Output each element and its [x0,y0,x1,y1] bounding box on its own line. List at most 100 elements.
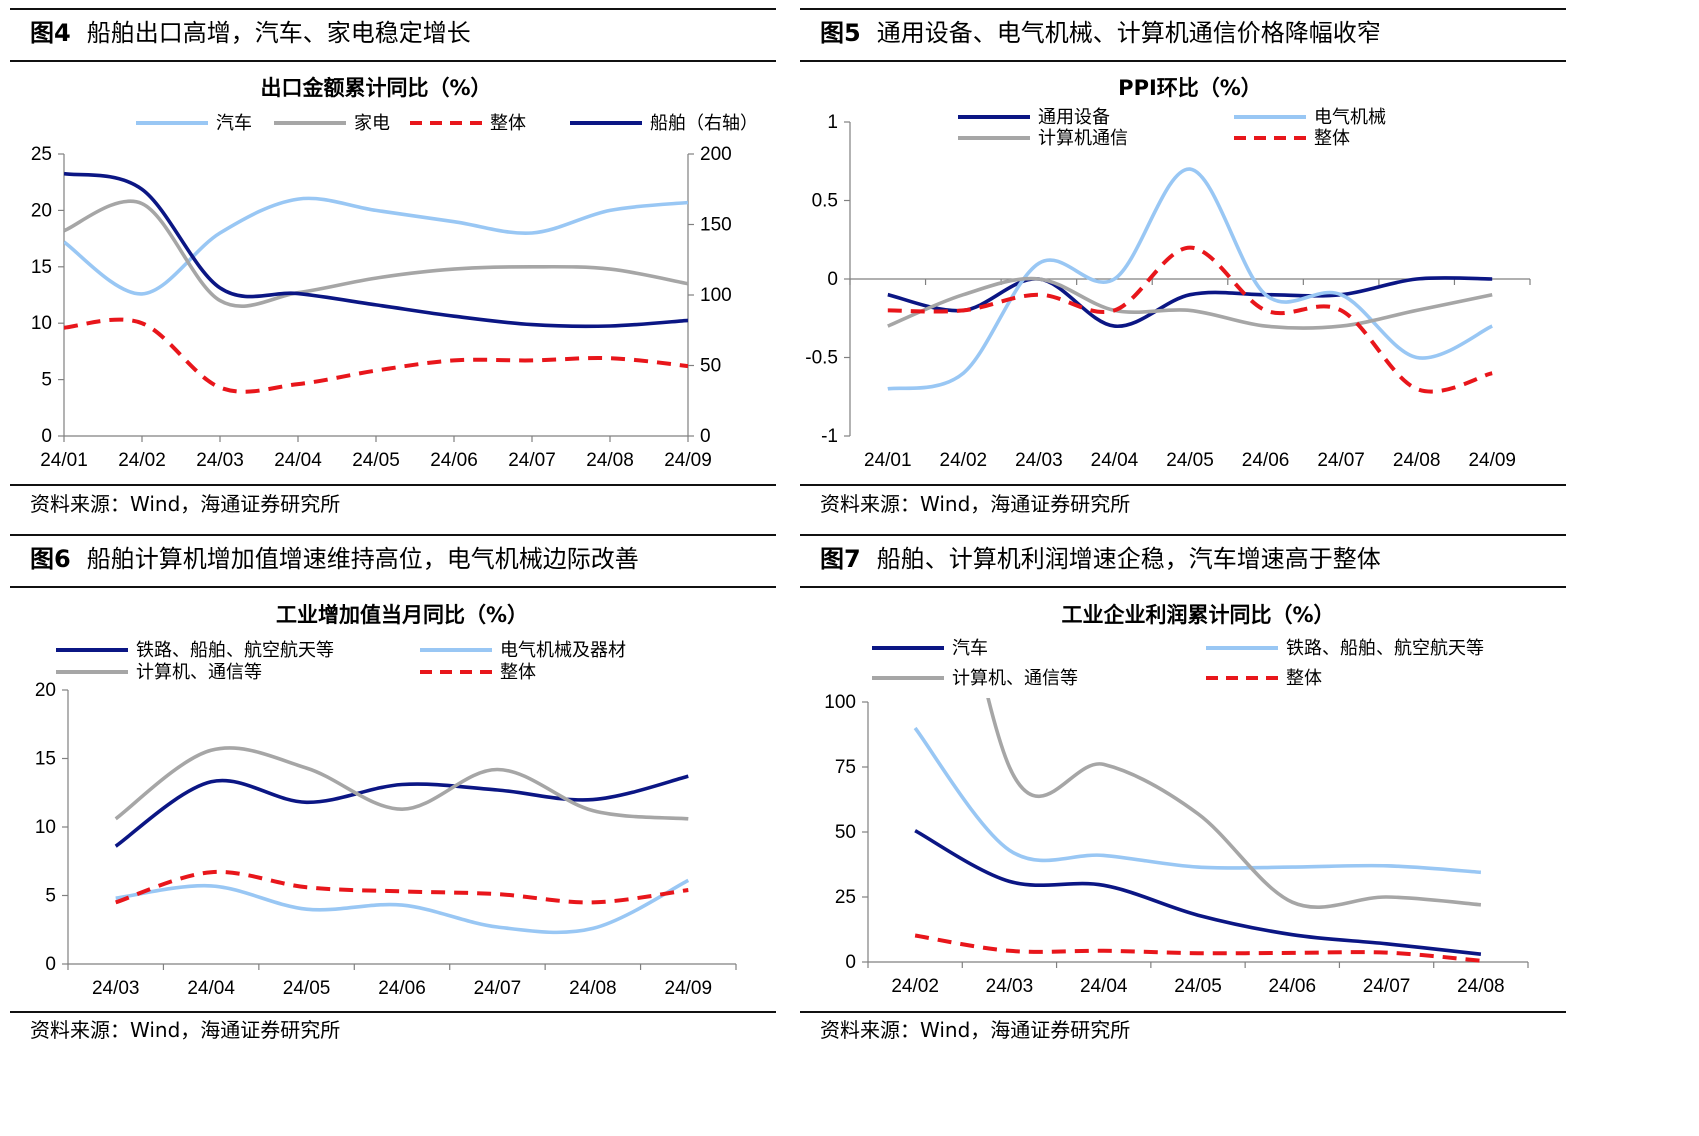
legend-item: 计算机、通信等 [56,662,262,683]
series-line [887,276,1493,330]
x-tick-label: 24/05 [1166,450,1214,471]
x-tick-label: 24/08 [586,450,634,471]
y-tick-label: 5 [45,886,56,907]
x-tick-label: 24/08 [569,978,617,999]
y-tick-label: 25 [835,887,856,908]
title-rule [800,60,1566,62]
y-tick-label: 0 [41,426,52,447]
x-tick-label: 24/05 [1174,976,1222,997]
legend-item: 计算机、通信等 [872,668,1078,689]
title-rule [10,60,776,62]
series-line [913,726,1482,875]
legend-label: 计算机、通信等 [952,668,1078,689]
y-tick-label: 1 [827,112,838,133]
legend-item: 电气机械 [1234,107,1386,128]
series-line [114,774,689,848]
series-group [114,746,690,935]
figure-caption: 船舶出口高增，汽车、家电稳定增长 [86,19,471,47]
y-tick-label: 50 [835,822,856,843]
y-tick-label: 15 [35,749,56,770]
series-line [64,196,688,296]
x-tick-label: 24/03 [92,978,140,999]
panel-fig6: 图6 船舶计算机增加值增速维持高位，电气机械边际改善 工业增加值当月同比（%） 铁路… [10,526,776,1086]
top-rule [800,8,1566,10]
panel-fig4: 图4 船舶出口高增，汽车、家电稳定增长 出口金额累计同比（%） 汽车 家电 整体 船舶（右… [10,0,776,530]
legend-item: 汽车 [872,638,988,659]
legend-label: 汽车 [952,638,988,659]
x-tick-label: 24/05 [352,450,400,471]
x-tick-label: 24/08 [1457,976,1505,997]
series-line [887,245,1493,394]
top-rule [800,534,1566,536]
legend-label: 整体 [490,113,526,134]
figure-number: 图7 [820,545,861,573]
top-rule [10,8,776,10]
x-tick-label: 24/09 [664,450,712,471]
source-note: 资料来源：Wind，海通证券研究所 [30,492,341,516]
y-tick-label: 0 [827,269,838,290]
legend-label: 家电 [354,113,390,134]
chart-title: 出口金额累计同比（%） [260,76,491,100]
figure-caption: 船舶、计算机利润增速企稳，汽车增速高于整体 [876,545,1381,573]
x-tick-label: 24/07 [474,978,522,999]
legend-item: 汽车 [136,113,252,134]
figure-number: 图4 [30,19,71,47]
title-rule [800,586,1566,588]
y-tick-label: 10 [31,313,52,334]
legend-label: 电气机械及器材 [500,640,626,661]
series-group [887,167,1493,394]
y-tick-label: 20 [35,680,56,701]
figure-caption: 通用设备、电气机械、计算机通信价格降幅收窄 [876,19,1381,47]
y-tick-label: 100 [824,692,856,713]
y-tick-label: 10 [35,817,56,838]
bottom-rule [10,484,776,486]
x-tick-label: 24/01 [864,450,912,471]
legend-item: 整体 [410,113,526,134]
legend-label: 铁路、船舶、航空航天等 [136,640,334,661]
x-tick-label: 24/07 [508,450,556,471]
figure-title: 图5 通用设备、电气机械、计算机通信价格降幅收窄 [820,18,1381,48]
x-tick-label: 24/03 [986,976,1034,997]
source-note: 资料来源：Wind，海通证券研究所 [820,1018,1131,1042]
x-tick-label: 24/03 [196,450,244,471]
legend-item: 整体 [1206,668,1322,689]
y2-tick-label: 200 [700,144,732,165]
legend-item: 电气机械及器材 [420,640,626,661]
x-tick-label: 24/04 [187,978,235,999]
series-line [64,317,688,394]
y-tick-label: -1 [821,426,838,447]
chart-title: 工业增加值当月同比（%） [276,603,528,627]
y2-tick-label: 50 [700,356,721,377]
x-tick-label: 24/03 [1015,450,1063,471]
legend-item: 整体 [1234,128,1350,149]
legend-label: 整体 [1314,128,1350,149]
legend-label: 船舶（右轴） [650,113,758,134]
figure-number: 图6 [30,545,71,573]
legend-label: 铁路、船舶、航空航天等 [1286,638,1484,659]
series-line [114,746,689,821]
series-line [887,167,1493,391]
bottom-rule [10,1011,776,1013]
y-tick-label: 15 [31,257,52,278]
legend-label: 计算机、通信等 [136,662,262,683]
figure-title: 图7 船舶、计算机利润增速企稳，汽车增速高于整体 [820,544,1381,574]
x-tick-label: 24/04 [1091,450,1139,471]
x-tick-label: 24/02 [891,976,939,997]
title-rule [10,586,776,588]
y-tick-label: -0.5 [805,348,838,369]
x-tick-label: 24/06 [378,978,426,999]
series-line [986,698,1482,909]
y2-tick-label: 150 [700,215,732,236]
x-tick-label: 24/01 [40,450,88,471]
source-note: 资料来源：Wind，海通证券研究所 [30,1018,341,1042]
x-tick-label: 24/08 [1393,450,1441,471]
legend-label: 电气机械 [1314,107,1386,128]
legend-item: 家电 [274,113,390,134]
y2-tick-label: 100 [700,285,732,306]
chart-title: PPI环比（%） [1118,76,1262,100]
y-tick-label: 20 [31,200,52,221]
figure-number: 图5 [820,19,861,47]
y-tick-label: 5 [41,370,52,391]
